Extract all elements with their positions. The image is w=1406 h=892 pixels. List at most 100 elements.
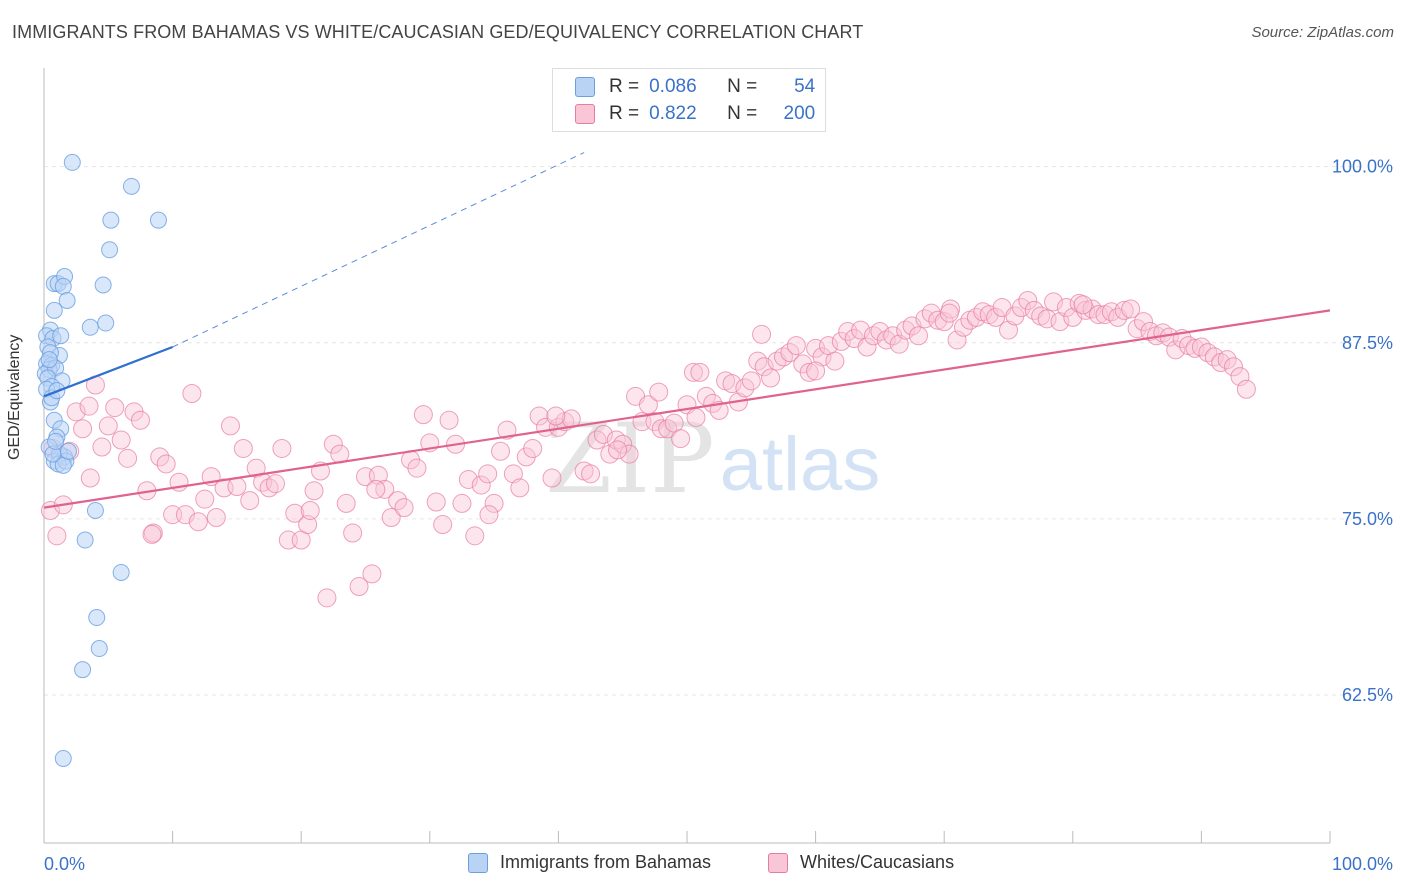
point-whites <box>111 430 131 450</box>
bottom-legend-whites: Whites/Caucasians <box>768 852 954 873</box>
point-whites <box>304 481 324 501</box>
point-whites <box>928 310 948 330</box>
point-whites <box>851 320 871 340</box>
point-whites <box>343 523 363 543</box>
bottom-legend-swatch-whites <box>768 852 788 873</box>
point-whites <box>683 362 703 382</box>
point-whites <box>150 447 170 467</box>
point-whites <box>1230 367 1250 387</box>
point-whites <box>503 464 523 484</box>
point-whites <box>812 347 832 367</box>
point-whites <box>825 351 845 371</box>
point-whites <box>986 307 1006 327</box>
point-whites <box>889 334 909 354</box>
trend-line-bahamas <box>43 345 173 398</box>
chart-title: IMMIGRANTS FROM BAHAMAS VS WHITE/CAUCASI… <box>12 22 864 42</box>
point-whites <box>741 371 761 391</box>
legend-r-value: 0.822 <box>649 103 697 124</box>
point-whites <box>349 577 369 597</box>
point-whites <box>317 588 337 608</box>
point-whites <box>542 468 562 488</box>
point-whites <box>206 508 226 527</box>
point-bahamas <box>59 442 77 460</box>
y-axis-label: GED/Equivalency <box>6 334 23 460</box>
point-whites <box>1134 312 1154 332</box>
trend-lines <box>43 152 1331 509</box>
point-whites <box>105 398 125 418</box>
point-whites <box>1050 312 1070 332</box>
legend-r-label: R = <box>609 76 640 97</box>
point-bahamas <box>101 241 119 259</box>
legend-row-bahamas: R = 0.086 N = 54 <box>575 75 815 99</box>
point-whites <box>510 478 530 498</box>
point-whites <box>272 438 292 458</box>
point-whites <box>608 440 628 460</box>
point-whites <box>246 458 266 478</box>
point-whites <box>182 384 202 403</box>
point-whites <box>1166 340 1186 360</box>
point-whites <box>143 523 163 543</box>
point-whites <box>546 406 566 426</box>
series-whites-points <box>40 291 1256 608</box>
point-bahamas <box>47 432 65 450</box>
point-bahamas <box>90 640 108 658</box>
point-whites <box>593 424 613 444</box>
point-whites <box>953 317 973 337</box>
point-whites <box>388 491 408 511</box>
point-whites <box>323 434 343 454</box>
point-whites <box>98 416 118 436</box>
point-whites <box>285 503 305 523</box>
point-whites <box>220 416 240 436</box>
bottom-legend-bahamas: Immigrants from Bahamas <box>468 852 711 873</box>
point-whites <box>999 320 1018 340</box>
point-whites <box>79 396 99 416</box>
x-tick-label: 100.0% <box>1332 854 1393 874</box>
point-whites <box>908 326 928 346</box>
point-bahamas <box>54 277 72 295</box>
point-whites <box>1224 357 1244 377</box>
y-tick-label: 62.5% <box>1342 685 1393 705</box>
bottom-legend-label-whites: Whites/Caucasians <box>800 852 955 872</box>
point-whites <box>265 474 285 494</box>
point-whites <box>407 458 427 478</box>
point-whites <box>394 498 414 518</box>
point-bahamas <box>102 211 120 229</box>
point-whites <box>1044 292 1064 312</box>
point-whites <box>613 434 633 454</box>
point-whites <box>619 444 639 464</box>
point-whites <box>754 357 774 377</box>
legend-r-label: R = <box>609 103 640 124</box>
stats-legend: R = 0.086 N = 54 R = 0.822 N = 200 <box>552 68 826 132</box>
point-whites <box>581 464 601 484</box>
point-whites <box>439 410 459 430</box>
point-whites <box>433 515 453 535</box>
point-whites <box>1018 291 1038 310</box>
point-whites <box>735 378 755 398</box>
point-whites <box>1121 299 1141 319</box>
watermark-atlas: atlas <box>720 422 881 507</box>
legend-n-label: N = <box>727 103 758 124</box>
source-label: Source: ZipAtlas.com <box>1251 24 1394 41</box>
point-whites <box>130 410 150 430</box>
point-whites <box>458 469 478 489</box>
legend-swatch-whites <box>575 104 595 124</box>
point-whites <box>806 361 826 381</box>
x-tick-label: 0.0% <box>44 854 85 874</box>
point-whites <box>780 343 800 363</box>
point-whites <box>479 505 499 525</box>
legend-r-value: 0.086 <box>649 76 697 97</box>
point-bahamas <box>94 276 112 294</box>
point-whites <box>649 382 669 402</box>
trend-line-whites <box>43 309 1331 509</box>
point-bahamas <box>88 609 106 627</box>
point-whites <box>413 405 433 425</box>
point-whites <box>298 515 318 535</box>
point-whites <box>156 454 176 474</box>
legend-n-value: 54 <box>794 76 816 97</box>
point-whites <box>240 491 260 511</box>
point-whites <box>857 337 877 357</box>
point-whites <box>1185 338 1205 358</box>
point-whites <box>1217 350 1237 370</box>
point-whites <box>1114 300 1134 320</box>
point-bahamas <box>122 177 140 195</box>
